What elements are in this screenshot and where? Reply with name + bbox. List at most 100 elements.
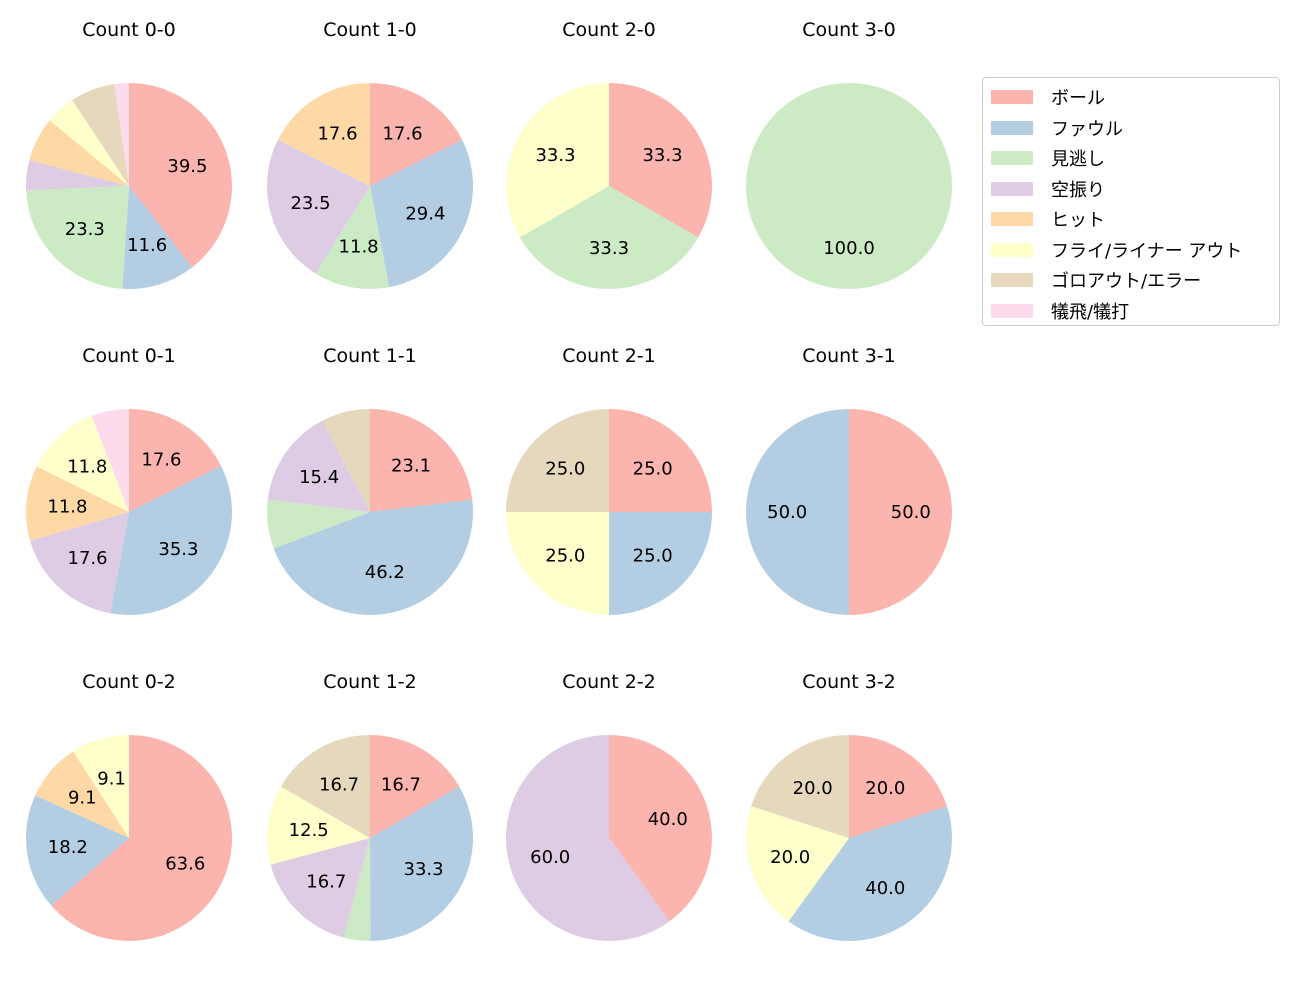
legend-swatch	[991, 273, 1033, 288]
pie-slice-label: 50.0	[891, 502, 931, 523]
pie-slice	[609, 83, 712, 238]
legend-swatch	[991, 120, 1033, 135]
pie-slice-label: 18.2	[48, 837, 88, 858]
pie-chart: Count 3-1 50.0 50.0	[746, 345, 952, 615]
pie-slice-label: 20.0	[770, 847, 810, 868]
pie-slice-label: 29.4	[405, 203, 445, 224]
legend-swatch	[991, 242, 1033, 257]
pie-slice-label: 100.0	[823, 238, 875, 259]
pie-slice-label: 40.0	[865, 878, 905, 899]
pie-slice	[30, 512, 129, 614]
legend-item: ボール	[991, 82, 1271, 113]
pie-slice	[36, 415, 129, 512]
pie-slice	[370, 409, 473, 512]
pie-slice-label: 33.3	[589, 238, 629, 259]
pie-chart: Count 1-2 16.7 33.3 16.7 12.5 16.7	[267, 671, 474, 942]
pie-slice-label: 23.5	[290, 193, 330, 214]
pie-title: Count 0-0	[82, 19, 176, 41]
pie-chart: Count 2-2 40.0 60.0	[506, 671, 713, 941]
legend-swatch	[991, 181, 1033, 196]
legend-label: ヒット	[1051, 210, 1105, 232]
pie-slice	[609, 409, 712, 512]
pie-slice-label: 63.6	[165, 854, 205, 875]
pie-title: Count 0-1	[82, 345, 176, 367]
pie-slice-label: 60.0	[530, 847, 570, 868]
legend-label: 空振り	[1051, 179, 1105, 201]
pie-slice	[51, 734, 233, 941]
legend-swatch	[991, 151, 1033, 166]
pie-slice	[370, 139, 473, 288]
pie-title: Count 1-0	[323, 19, 417, 41]
pie-slice-label: 16.7	[381, 774, 421, 795]
pie-slice-label: 11.8	[339, 237, 379, 258]
pie-slice	[49, 100, 129, 186]
pie-slice-label: 23.3	[65, 219, 105, 240]
pie-slice	[35, 751, 129, 838]
legend-label: フライ/ライナー アウト	[1051, 240, 1243, 262]
pie-slice	[267, 786, 370, 865]
pie-title: Count 2-0	[562, 19, 656, 41]
pie-slice	[746, 409, 849, 615]
pie-slice	[315, 186, 390, 289]
pie-slice	[609, 735, 713, 922]
pie-title: Count 3-2	[802, 671, 896, 693]
pie-slice	[370, 83, 463, 186]
legend-swatch	[991, 303, 1033, 318]
pie-chart: Count 0-0 39.5 11.6 23.3	[25, 19, 233, 289]
legend-item: フライ/ライナー アウト	[991, 235, 1271, 266]
pie-slice	[267, 499, 370, 549]
pie-slice-label: 39.5	[167, 156, 207, 177]
pie-slice	[788, 806, 952, 941]
pie-chart: Count 1-0 17.6 29.4 11.8 23.5 17.6	[267, 19, 473, 289]
pie-chart: Count 3-2 20.0 40.0 20.0 20.0	[746, 671, 952, 941]
legend-label: ボール	[1051, 88, 1105, 110]
pie-slice	[25, 160, 129, 191]
pie-slice-label: 9.1	[97, 769, 126, 790]
pie-title: Count 1-1	[323, 345, 417, 367]
pie-slice	[129, 409, 222, 512]
pie-slice	[519, 186, 699, 289]
pie-slice	[72, 84, 129, 186]
pie-slice	[370, 786, 474, 941]
pie-slice	[73, 735, 129, 838]
pie-slice	[506, 735, 670, 941]
pie-slice-label: 25.0	[633, 458, 673, 479]
pie-slice-label: 25.0	[633, 546, 673, 567]
pie-slice-label: 25.0	[545, 546, 585, 567]
pie-slice	[277, 83, 370, 186]
pie-slice-label: 11.8	[47, 497, 87, 518]
pie-chart: Count 2-1 25.0 25.0 25.0 25.0	[506, 345, 712, 615]
pie-slice-label: 15.4	[299, 467, 339, 488]
legend-item: ヒット	[991, 204, 1271, 235]
legend-swatch	[991, 90, 1033, 105]
pie-slice	[322, 409, 370, 512]
pie-title: Count 3-1	[802, 345, 896, 367]
pie-slice-label: 35.3	[158, 539, 198, 560]
pie-slice	[267, 139, 370, 274]
pie-title: Count 2-2	[562, 671, 656, 693]
legend: ボール ファウル 見逃し 空振り ヒット フライ/ライナー アウト ゴロアウト/…	[982, 77, 1280, 326]
pie-slice	[280, 735, 370, 838]
pie-slice-label: 23.1	[391, 456, 431, 477]
legend-label: 見逃し	[1051, 149, 1105, 171]
pie-slice	[506, 409, 609, 512]
pie-slice-label: 11.8	[67, 456, 107, 477]
legend-item: 空振り	[991, 174, 1271, 205]
pie-slice	[751, 735, 849, 838]
pie-slice	[267, 420, 370, 512]
pie-slice	[506, 512, 609, 615]
pie-slice-label: 33.3	[535, 145, 575, 166]
pie-slice	[91, 409, 129, 512]
pie-slice-label: 12.5	[289, 820, 329, 841]
pie-chart: Count 2-0 33.3 33.3 33.3	[506, 19, 712, 289]
legend-label: 犠飛/犠打	[1051, 301, 1130, 323]
pie-slice-label: 17.6	[68, 548, 108, 569]
pie-slice	[609, 512, 712, 615]
pie-slice	[506, 83, 609, 238]
pie-slice	[122, 186, 193, 289]
pie-slice	[129, 83, 233, 268]
pie-slice-label: 33.3	[642, 145, 682, 166]
legend-item: ゴロアウト/エラー	[991, 265, 1271, 296]
